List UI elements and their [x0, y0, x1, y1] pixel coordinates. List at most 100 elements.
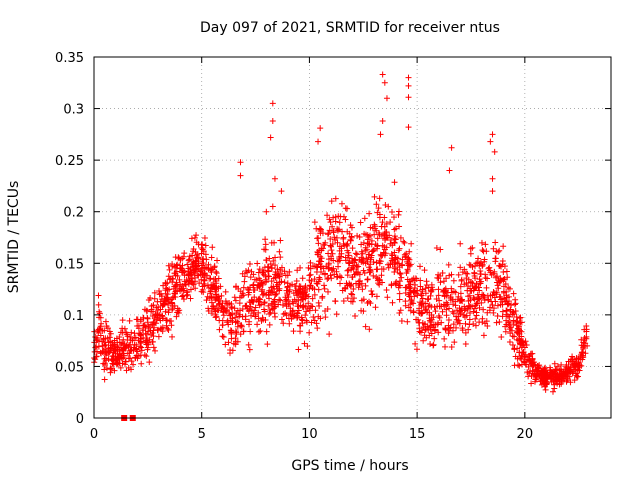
data-point	[234, 323, 241, 330]
data-point	[104, 325, 111, 332]
data-point	[127, 341, 134, 348]
data-point	[334, 227, 341, 234]
data-point	[272, 254, 279, 261]
data-point	[348, 290, 355, 297]
data-point	[500, 276, 507, 283]
data-point	[346, 260, 353, 267]
data-point	[441, 292, 448, 299]
data-point	[112, 350, 119, 357]
data-point	[199, 246, 206, 253]
data-point	[375, 205, 382, 212]
data-point	[405, 304, 412, 311]
data-point	[356, 233, 363, 240]
data-point	[392, 280, 399, 287]
data-point	[470, 294, 477, 301]
data-point	[369, 248, 376, 255]
data-point	[541, 365, 548, 372]
data-point	[465, 293, 472, 300]
data-point	[552, 366, 559, 373]
data-point	[528, 380, 535, 387]
data-point	[383, 95, 390, 102]
data-point	[406, 256, 413, 263]
data-point	[301, 284, 308, 291]
data-point	[197, 271, 204, 278]
data-point	[315, 249, 322, 256]
data-point	[472, 322, 479, 329]
data-point	[166, 286, 173, 293]
data-point	[250, 281, 257, 288]
data-point	[314, 325, 321, 332]
data-point	[224, 317, 231, 324]
data-point	[189, 261, 196, 268]
data-point	[493, 319, 500, 326]
data-point	[137, 343, 144, 350]
data-point	[262, 246, 269, 253]
data-point	[128, 329, 135, 336]
data-point	[186, 277, 193, 284]
data-point	[482, 274, 489, 281]
data-point	[293, 289, 300, 296]
data-point	[316, 274, 323, 281]
data-point	[347, 222, 354, 229]
data-point	[255, 296, 262, 303]
data-point	[433, 244, 440, 251]
data-point	[401, 251, 408, 258]
data-point	[256, 266, 263, 273]
data-point	[231, 294, 238, 301]
data-point	[435, 329, 442, 336]
data-point	[322, 314, 329, 321]
data-point	[506, 313, 513, 320]
data-point	[277, 266, 284, 273]
data-point	[269, 117, 276, 124]
data-point	[324, 288, 331, 295]
data-point	[128, 358, 135, 365]
data-point	[380, 266, 387, 273]
data-point	[247, 274, 254, 281]
data-point	[344, 247, 351, 254]
data-point	[405, 124, 412, 131]
data-point	[446, 167, 453, 174]
data-point	[290, 328, 297, 335]
data-point	[532, 372, 539, 379]
plot-frame	[93, 56, 612, 419]
data-point	[514, 329, 521, 336]
data-point	[516, 336, 523, 343]
data-point	[286, 320, 293, 327]
data-point	[324, 231, 331, 238]
data-point	[278, 278, 285, 285]
data-point	[263, 278, 270, 285]
data-point	[483, 318, 490, 325]
data-point	[298, 293, 305, 300]
data-points	[91, 71, 591, 421]
data-point	[304, 343, 311, 350]
data-point	[559, 371, 566, 378]
data-point	[346, 281, 353, 288]
data-point	[362, 244, 369, 251]
data-point	[284, 284, 291, 291]
data-point	[232, 341, 239, 348]
data-point	[321, 285, 328, 292]
data-point	[236, 300, 243, 307]
data-point	[511, 301, 518, 308]
data-point	[442, 326, 449, 333]
data-point	[567, 364, 574, 371]
data-point	[366, 210, 373, 217]
data-point	[198, 266, 205, 273]
data-point	[504, 313, 511, 320]
data-point	[376, 231, 383, 238]
data-point	[92, 333, 99, 340]
data-point	[500, 269, 507, 276]
data-point	[114, 339, 121, 346]
data-point	[301, 340, 308, 347]
data-point	[527, 358, 534, 365]
data-point	[299, 275, 306, 282]
data-point	[435, 292, 442, 299]
data-point	[457, 290, 464, 297]
data-point	[192, 285, 199, 292]
data-point	[358, 307, 365, 314]
data-point	[352, 280, 359, 287]
data-point	[366, 326, 373, 333]
data-point	[437, 246, 444, 253]
data-point	[459, 327, 466, 334]
